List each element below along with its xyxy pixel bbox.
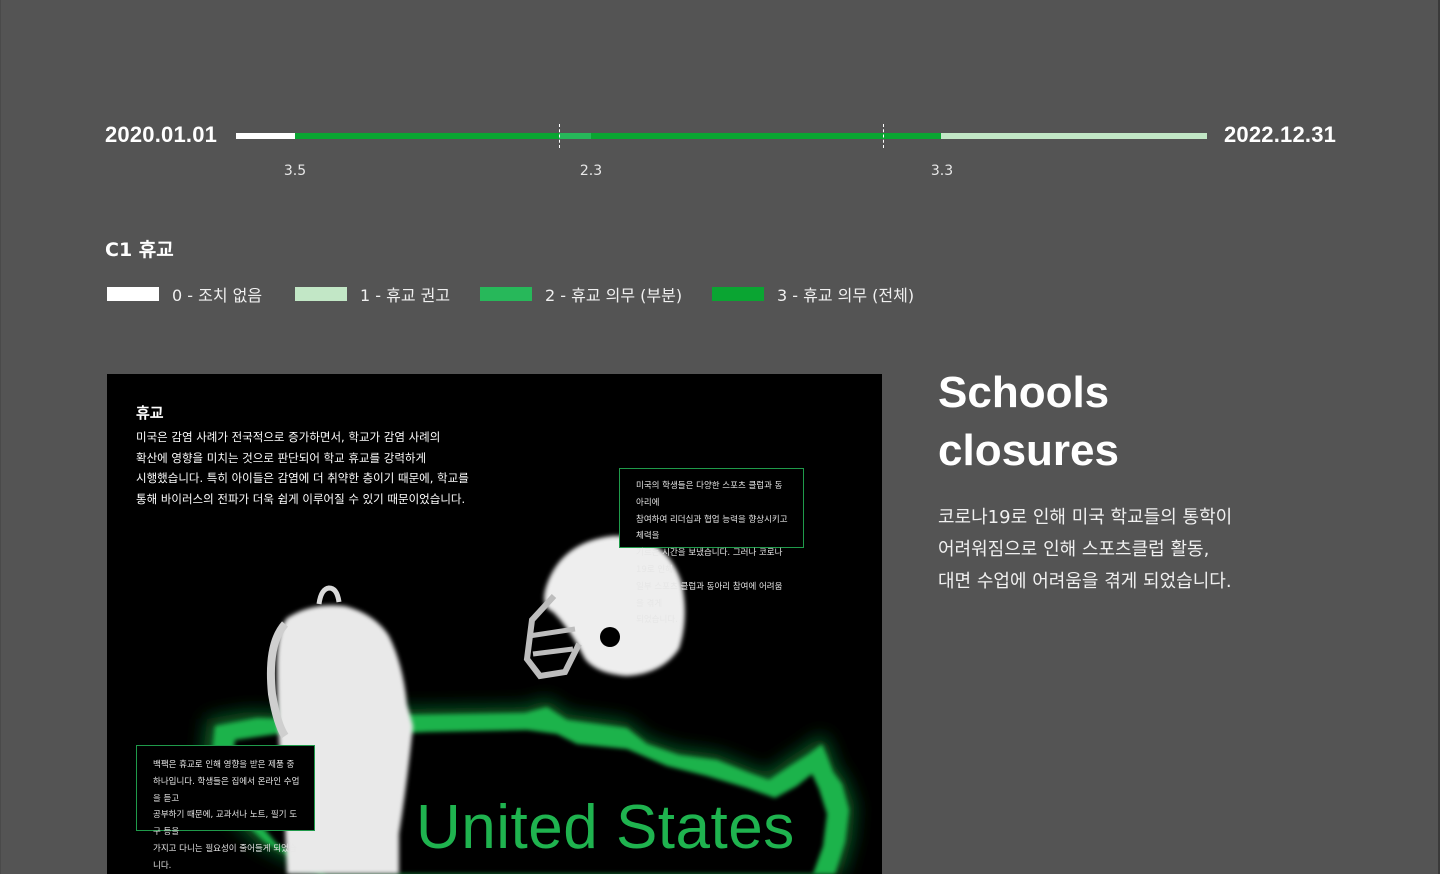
- panel-body: 미국은 감염 사례가 전국적으로 증가하면서, 학교가 감염 사례의 확산에 영…: [136, 427, 496, 509]
- football-helmet-icon: [523, 535, 685, 680]
- illustration-graphic: [202, 535, 855, 874]
- note-line: 되었습니다.: [636, 615, 678, 626]
- timeline-segment: [236, 133, 295, 139]
- legend-label: 2 - 휴교 의무 (부분): [545, 286, 683, 305]
- section-title-line: closures: [938, 426, 1119, 475]
- legend-swatch: [295, 287, 347, 301]
- timeline-value: 2.3: [579, 163, 603, 179]
- timeline-segment: [591, 133, 941, 139]
- note-line: 미국의 학생들은 다양한 스포츠 클럽과 동아리에: [636, 481, 783, 508]
- description-line: 어려워짐으로 인해 스포츠클럽 활동,: [938, 539, 1210, 560]
- note-line: 하나입니다. 학생들은 집에서 온라인 수업을 듣고: [153, 776, 300, 804]
- timeline-start-date: 2020.01.01: [105, 122, 218, 147]
- description-line: 코로나19로 인해 미국 학교들의 통학이: [938, 507, 1233, 528]
- legend-item-2: 2 - 휴교 의무 (부분): [480, 284, 683, 305]
- note-line: 참여하여 리더십과 협업 능력을 향상시키고 체력을: [636, 514, 788, 542]
- timeline-value: 3.3: [930, 163, 954, 179]
- note-backpack: 백팩은 휴교로 인해 영향을 받은 제품 중 하나입니다. 학생들은 집에서 온…: [136, 745, 315, 871]
- legend-label: 3 - 휴교 의무 (전체): [777, 286, 915, 305]
- note-line: 공부하기 때문에, 교과서나 노트, 필기 도구 등을: [153, 810, 298, 838]
- legend-label: 0 - 조치 없음: [172, 286, 263, 305]
- panel-body-line: 통해 바이러스의 전파가 더욱 쉽게 이루어질 수 있기 때문이었습니다.: [136, 491, 466, 506]
- timeline-divider: [559, 124, 560, 148]
- section-description: 코로나19로 인해 미국 학교들의 통학이 어려워짐으로 인해 스포츠클럽 활동…: [938, 502, 1358, 598]
- legend-item-0: 0 - 조치 없음: [107, 284, 263, 305]
- timeline-segment: [559, 133, 591, 139]
- legend-swatch: [712, 287, 764, 301]
- panel-body-line: 확산에 영향을 미치는 것으로 판단되어 학교 휴교를 강력하게: [136, 450, 427, 465]
- panel-body-line: 시행했습니다. 특히 아이들은 감염에 더 취약한 층이기 때문에, 학교를: [136, 471, 469, 485]
- country-label: United States: [416, 793, 795, 862]
- section-title-line: Schools: [938, 368, 1110, 417]
- timeline-segment: [941, 133, 1207, 139]
- note-line: 일부 스포츠 클럽과 동아리 참여에 어려움을 겪게: [636, 581, 783, 609]
- section-title: Schools closures: [938, 364, 1238, 480]
- legend-label: 1 - 휴교 권고: [360, 286, 451, 305]
- panel-heading: 휴교: [136, 404, 164, 422]
- note-line: 백팩은 휴교로 인해 영향을 받은 제품 중: [153, 760, 295, 770]
- description-line: 대면 수업에 어려움을 겪게 되었습니다.: [938, 571, 1232, 592]
- timeline-segment: [295, 133, 559, 139]
- legend-item-1: 1 - 휴교 권고: [295, 284, 451, 305]
- legend-item-3: 3 - 휴교 의무 (전체): [712, 284, 915, 305]
- note-line: 가지고 다니는 필요성이 줄어들게 되었습니다.: [153, 843, 297, 871]
- note-line: 기르는 시간을 보냈습니다. 그러나 코로나19로 인해: [636, 548, 783, 575]
- legend-swatch: [107, 287, 159, 301]
- timeline-value: 3.5: [283, 163, 307, 179]
- note-sports-clubs: 미국의 학생들은 다양한 스포츠 클럽과 동아리에 참여하여 리더십과 협업 능…: [619, 468, 804, 625]
- legend-title: C1 휴교: [105, 239, 174, 261]
- illustration-panel: 휴교 미국은 감염 사례가 전국적으로 증가하면서, 학교가 감염 사례의 확산…: [107, 374, 882, 874]
- timeline-end-date: 2022.12.31: [1224, 122, 1337, 147]
- timeline-track: [236, 124, 1207, 148]
- panel-body-line: 미국은 감염 사례가 전국적으로 증가하면서, 학교가 감염 사례의: [136, 430, 441, 444]
- legend-swatch: [480, 287, 532, 301]
- timeline-divider: [883, 124, 884, 148]
